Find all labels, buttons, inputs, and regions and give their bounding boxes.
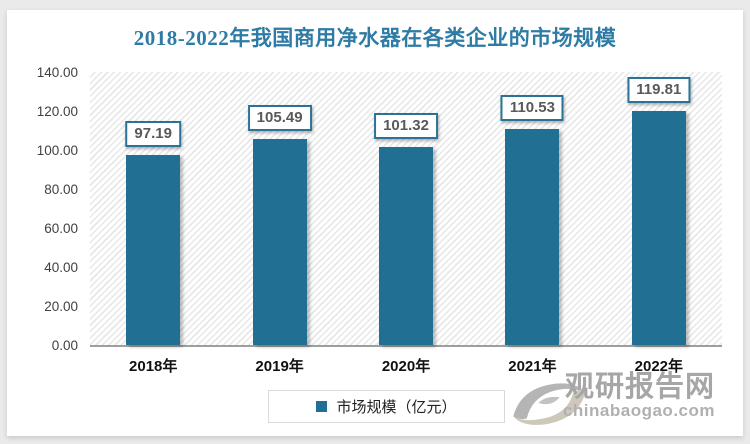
y-axis-tick-label: 80.00	[44, 181, 78, 197]
legend: 市场规模（亿元）	[268, 390, 505, 423]
y-axis-tick-label: 100.00	[36, 142, 78, 158]
x-axis-label: 2021年	[508, 358, 557, 375]
y-axis-tick-label: 40.00	[44, 259, 78, 275]
y-axis-tick-label: 0.00	[51, 337, 78, 353]
bar-column: 105.49	[216, 72, 342, 345]
bar-2021年	[505, 129, 560, 345]
bar-value-label: 119.81	[627, 76, 691, 104]
y-axis: 0.00 20.00 40.00 60.00 80.00 100.00 120.00 140.…	[7, 65, 82, 351]
x-axis-label: 2019年	[255, 358, 304, 375]
y-axis-tick-label: 140.00	[36, 64, 78, 80]
legend-marker-square	[316, 401, 328, 412]
watermark-swirl-logo-icon	[513, 383, 586, 425]
x-axis-label: 2020年	[381, 358, 431, 375]
bar-value-label: 105.49	[247, 104, 312, 132]
y-axis-tick-label: 120.00	[36, 103, 78, 119]
bar-column: 110.53	[469, 72, 595, 345]
legend-label: 市场规模（亿元）	[336, 399, 457, 416]
plot-area: 97.19 105.49 101.32 110.53 119.81	[90, 72, 722, 347]
bar-column: 101.32	[343, 72, 469, 345]
x-axis-label: 2022年	[634, 358, 684, 375]
bar-value-label: 97.19	[125, 120, 181, 148]
chart-title: 2018-2022年我国商用净水器在各类企业的市场规模	[133, 26, 617, 50]
bar-value-label: 110.53	[500, 94, 564, 122]
bar-column: 97.19	[90, 72, 216, 345]
y-axis-tick-label: 20.00	[44, 298, 78, 314]
y-axis-tick-label: 60.00	[44, 220, 78, 236]
x-axis-label: 2018年	[129, 358, 178, 375]
bar-2022年	[631, 111, 686, 345]
bar-2019年	[252, 139, 307, 345]
bar-column: 119.81	[596, 72, 722, 345]
chart-card: 2018-2022年我国商用净水器在各类企业的市场规模 0.00 20.00 40.…	[7, 10, 743, 436]
x-axis: 2018年 2019年 2020年 2021年 2022年	[90, 355, 722, 379]
bar-value-label: 101.32	[374, 112, 438, 140]
bar-2020年	[379, 147, 434, 345]
bar-2018年	[126, 155, 181, 345]
